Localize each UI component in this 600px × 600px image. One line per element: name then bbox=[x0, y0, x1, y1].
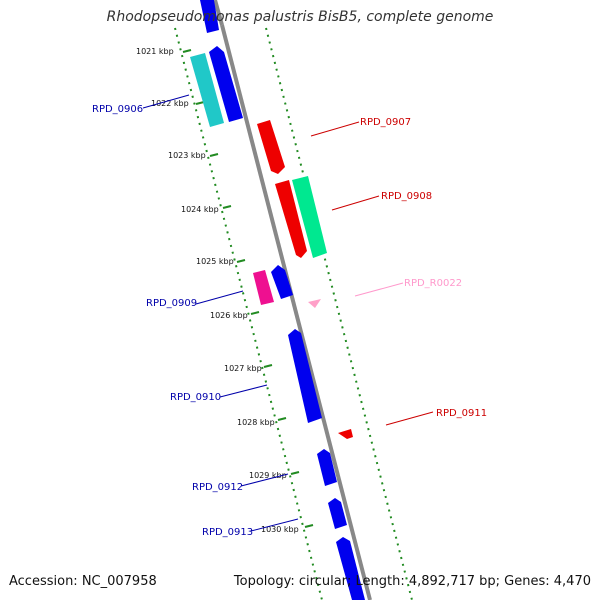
genome-title: Rhodopseudomonas palustris BisB5, comple… bbox=[106, 9, 494, 25]
gene-label-rpd-0908: RPD_0908 bbox=[381, 191, 432, 202]
kbp-label-1028: 1028 kbp bbox=[237, 418, 275, 427]
gene-feature-rpd-0908-green bbox=[292, 176, 327, 258]
gene-label-rpd-r0022: RPD_R0022 bbox=[404, 278, 462, 289]
gene-leader-lines bbox=[142, 94, 434, 532]
gene-feature-top-blue bbox=[200, 0, 219, 33]
gene-feature-rpd-0911 bbox=[338, 429, 353, 439]
kbp-label-1023: 1023 kbp bbox=[168, 151, 206, 160]
gene-feature-bottom-blue bbox=[336, 537, 365, 600]
kbp-labels: 1021 kbp 1022 kbp 1023 kbp 1024 kbp 1025… bbox=[136, 47, 299, 534]
kbp-label-1030: 1030 kbp bbox=[261, 525, 299, 534]
backbone-line-top bbox=[213, 0, 224, 26]
inner-ruler-line bbox=[174, 27, 323, 600]
kbp-tick-marks bbox=[182, 49, 314, 528]
gene-feature-rpd-0906-blue bbox=[209, 46, 243, 122]
gene-feature-rpd-0909-magenta bbox=[253, 270, 274, 305]
backbone-line bbox=[220, 24, 372, 600]
gene-feature-rpd-0907 bbox=[257, 120, 285, 174]
gene-feature-rpd-0913 bbox=[328, 498, 347, 529]
outer-ruler-line bbox=[265, 27, 413, 600]
gene-feature-rpd-0906-cyan bbox=[190, 53, 224, 127]
gene-feature-rpd-r0022 bbox=[308, 299, 321, 308]
gene-label-rpd-0906: RPD_0906 bbox=[92, 104, 143, 115]
gene-label-rpd-0912: RPD_0912 bbox=[192, 482, 243, 493]
gene-label-rpd-0913: RPD_0913 bbox=[202, 527, 253, 538]
gene-label-rpd-0910: RPD_0910 bbox=[170, 392, 221, 403]
kbp-label-1021: 1021 kbp bbox=[136, 47, 174, 56]
gene-feature-rpd-0909-blue bbox=[271, 265, 293, 299]
gene-labels: RPD_0906 RPD_0907 RPD_0908 RPD_R0022 RPD… bbox=[92, 104, 487, 538]
kbp-label-1026: 1026 kbp bbox=[210, 311, 248, 320]
gene-feature-rpd-0908-red bbox=[275, 180, 307, 258]
accession-text: Accession: NC_007958 bbox=[9, 574, 157, 589]
kbp-label-1027: 1027 kbp bbox=[224, 364, 262, 373]
gene-features bbox=[190, 0, 365, 600]
kbp-label-1022: 1022 kbp bbox=[151, 99, 189, 108]
gene-label-rpd-0911: RPD_0911 bbox=[436, 408, 487, 419]
genome-summary-text: Topology: circular; Length: 4,892,717 bp… bbox=[233, 574, 591, 589]
gene-label-rpd-0909: RPD_0909 bbox=[146, 298, 197, 309]
gene-feature-rpd-0910 bbox=[288, 329, 322, 423]
gene-label-rpd-0907: RPD_0907 bbox=[360, 117, 411, 128]
kbp-label-1029: 1029 kbp bbox=[249, 471, 287, 480]
gene-feature-rpd-0912 bbox=[317, 449, 337, 486]
kbp-label-1024: 1024 kbp bbox=[181, 205, 219, 214]
kbp-label-1025: 1025 kbp bbox=[196, 257, 234, 266]
